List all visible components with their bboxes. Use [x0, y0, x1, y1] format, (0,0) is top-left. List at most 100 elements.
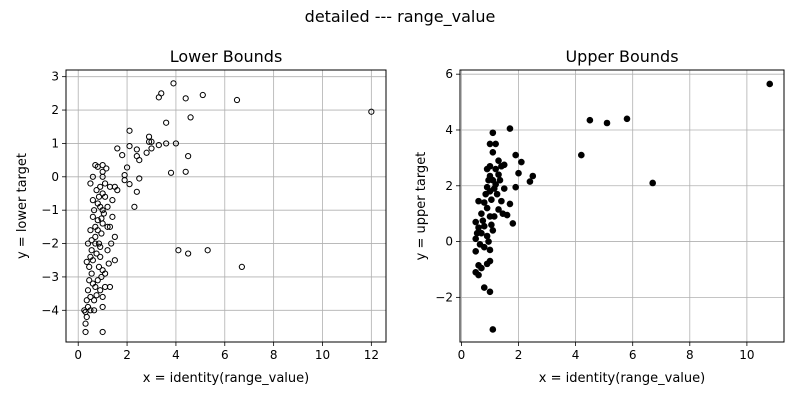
x-axis-label: x = identity(range_value): [539, 371, 705, 386]
data-point: [475, 261, 482, 269]
data-point: [131, 203, 138, 210]
data-point: [136, 157, 143, 164]
data-point: [486, 246, 494, 254]
data-point: [87, 180, 94, 187]
data-point: [89, 173, 96, 180]
data-point: [97, 203, 104, 210]
data-point: [126, 127, 133, 134]
data-point: [89, 197, 96, 204]
data-point: [483, 183, 491, 191]
data-point: [97, 287, 104, 294]
data-point: [84, 287, 92, 294]
y-tick-label: 0: [51, 170, 59, 184]
data-point: [97, 243, 104, 250]
data-point: [526, 178, 534, 185]
data-point: [155, 94, 162, 101]
data-point: [483, 260, 491, 268]
data-point: [199, 91, 206, 99]
data-point: [490, 213, 498, 220]
data-point: [175, 247, 182, 254]
x-tick-label: 2: [515, 348, 523, 362]
data-point: [493, 190, 501, 198]
data-point: [476, 241, 484, 248]
x-tick-label: 6: [221, 348, 229, 362]
x-tick-label: 0: [74, 348, 82, 362]
y-axis-label: y = upper target: [414, 152, 429, 261]
data-point: [479, 217, 487, 224]
data-point: [163, 119, 170, 126]
y-tick-label: 4: [445, 123, 453, 137]
data-point: [182, 95, 189, 102]
data-point: [512, 183, 519, 191]
data-point: [483, 204, 491, 212]
data-point: [480, 199, 488, 206]
data-point: [101, 193, 109, 200]
data-point: [483, 232, 491, 240]
y-axis-label: y = lower target: [15, 153, 30, 259]
data-point: [163, 140, 170, 147]
y-tick-label: −2: [435, 290, 453, 304]
data-point: [109, 213, 116, 220]
figure-title: detailed --- range_value: [305, 7, 496, 27]
data-point: [482, 190, 489, 198]
data-point: [495, 171, 502, 178]
data-point: [475, 197, 482, 205]
data-point: [99, 293, 106, 301]
data-point: [603, 119, 611, 127]
data-point: [182, 168, 189, 175]
y-tick-label: 3: [51, 70, 59, 84]
data-point: [86, 263, 93, 271]
data-point: [90, 207, 98, 214]
data-point: [506, 125, 514, 132]
data-point: [506, 200, 514, 208]
data-point: [105, 260, 112, 267]
data-point: [480, 222, 488, 230]
data-point: [83, 313, 90, 321]
data-point: [94, 277, 101, 284]
x-tick-label: 2: [123, 348, 131, 362]
data-point: [126, 142, 133, 150]
subplot-title: Upper Bounds: [565, 47, 678, 66]
data-point: [170, 80, 177, 87]
y-tick-label: −4: [41, 303, 59, 317]
plot-frame: [65, 69, 387, 343]
y-tick-label: 2: [51, 103, 59, 117]
data-point: [106, 183, 114, 190]
data-point: [133, 188, 140, 195]
data-point: [114, 145, 121, 152]
x-tick-label: 8: [686, 348, 694, 362]
data-point: [97, 253, 104, 260]
data-point: [578, 151, 585, 159]
y-tick-label: −1: [41, 203, 59, 217]
data-point: [101, 270, 109, 277]
data-point: [92, 240, 99, 247]
data-point: [94, 217, 101, 224]
data-point: [86, 277, 93, 284]
data-point: [155, 141, 162, 149]
data-point: [119, 152, 126, 159]
data-point: [95, 240, 103, 247]
x-axis-label: x = identity(range_value): [143, 371, 309, 386]
data-point: [489, 129, 497, 137]
y-tick-label: 6: [445, 67, 453, 81]
data-point: [98, 230, 105, 237]
data-point: [93, 250, 100, 257]
data-point: [108, 240, 115, 247]
data-point: [529, 172, 537, 180]
data-point: [97, 183, 104, 190]
data-point: [492, 140, 499, 148]
data-point: [496, 176, 504, 184]
data-point: [94, 227, 101, 234]
data-point: [106, 223, 114, 230]
data-point: [126, 181, 133, 188]
data-point: [492, 165, 499, 173]
data-point: [473, 229, 481, 237]
data-point: [148, 138, 155, 145]
data-point: [623, 115, 631, 123]
data-point: [486, 140, 494, 148]
data-point: [104, 203, 111, 210]
subplot-title: Lower Bounds: [170, 47, 283, 66]
data-point: [109, 197, 116, 204]
data-point: [98, 273, 105, 281]
